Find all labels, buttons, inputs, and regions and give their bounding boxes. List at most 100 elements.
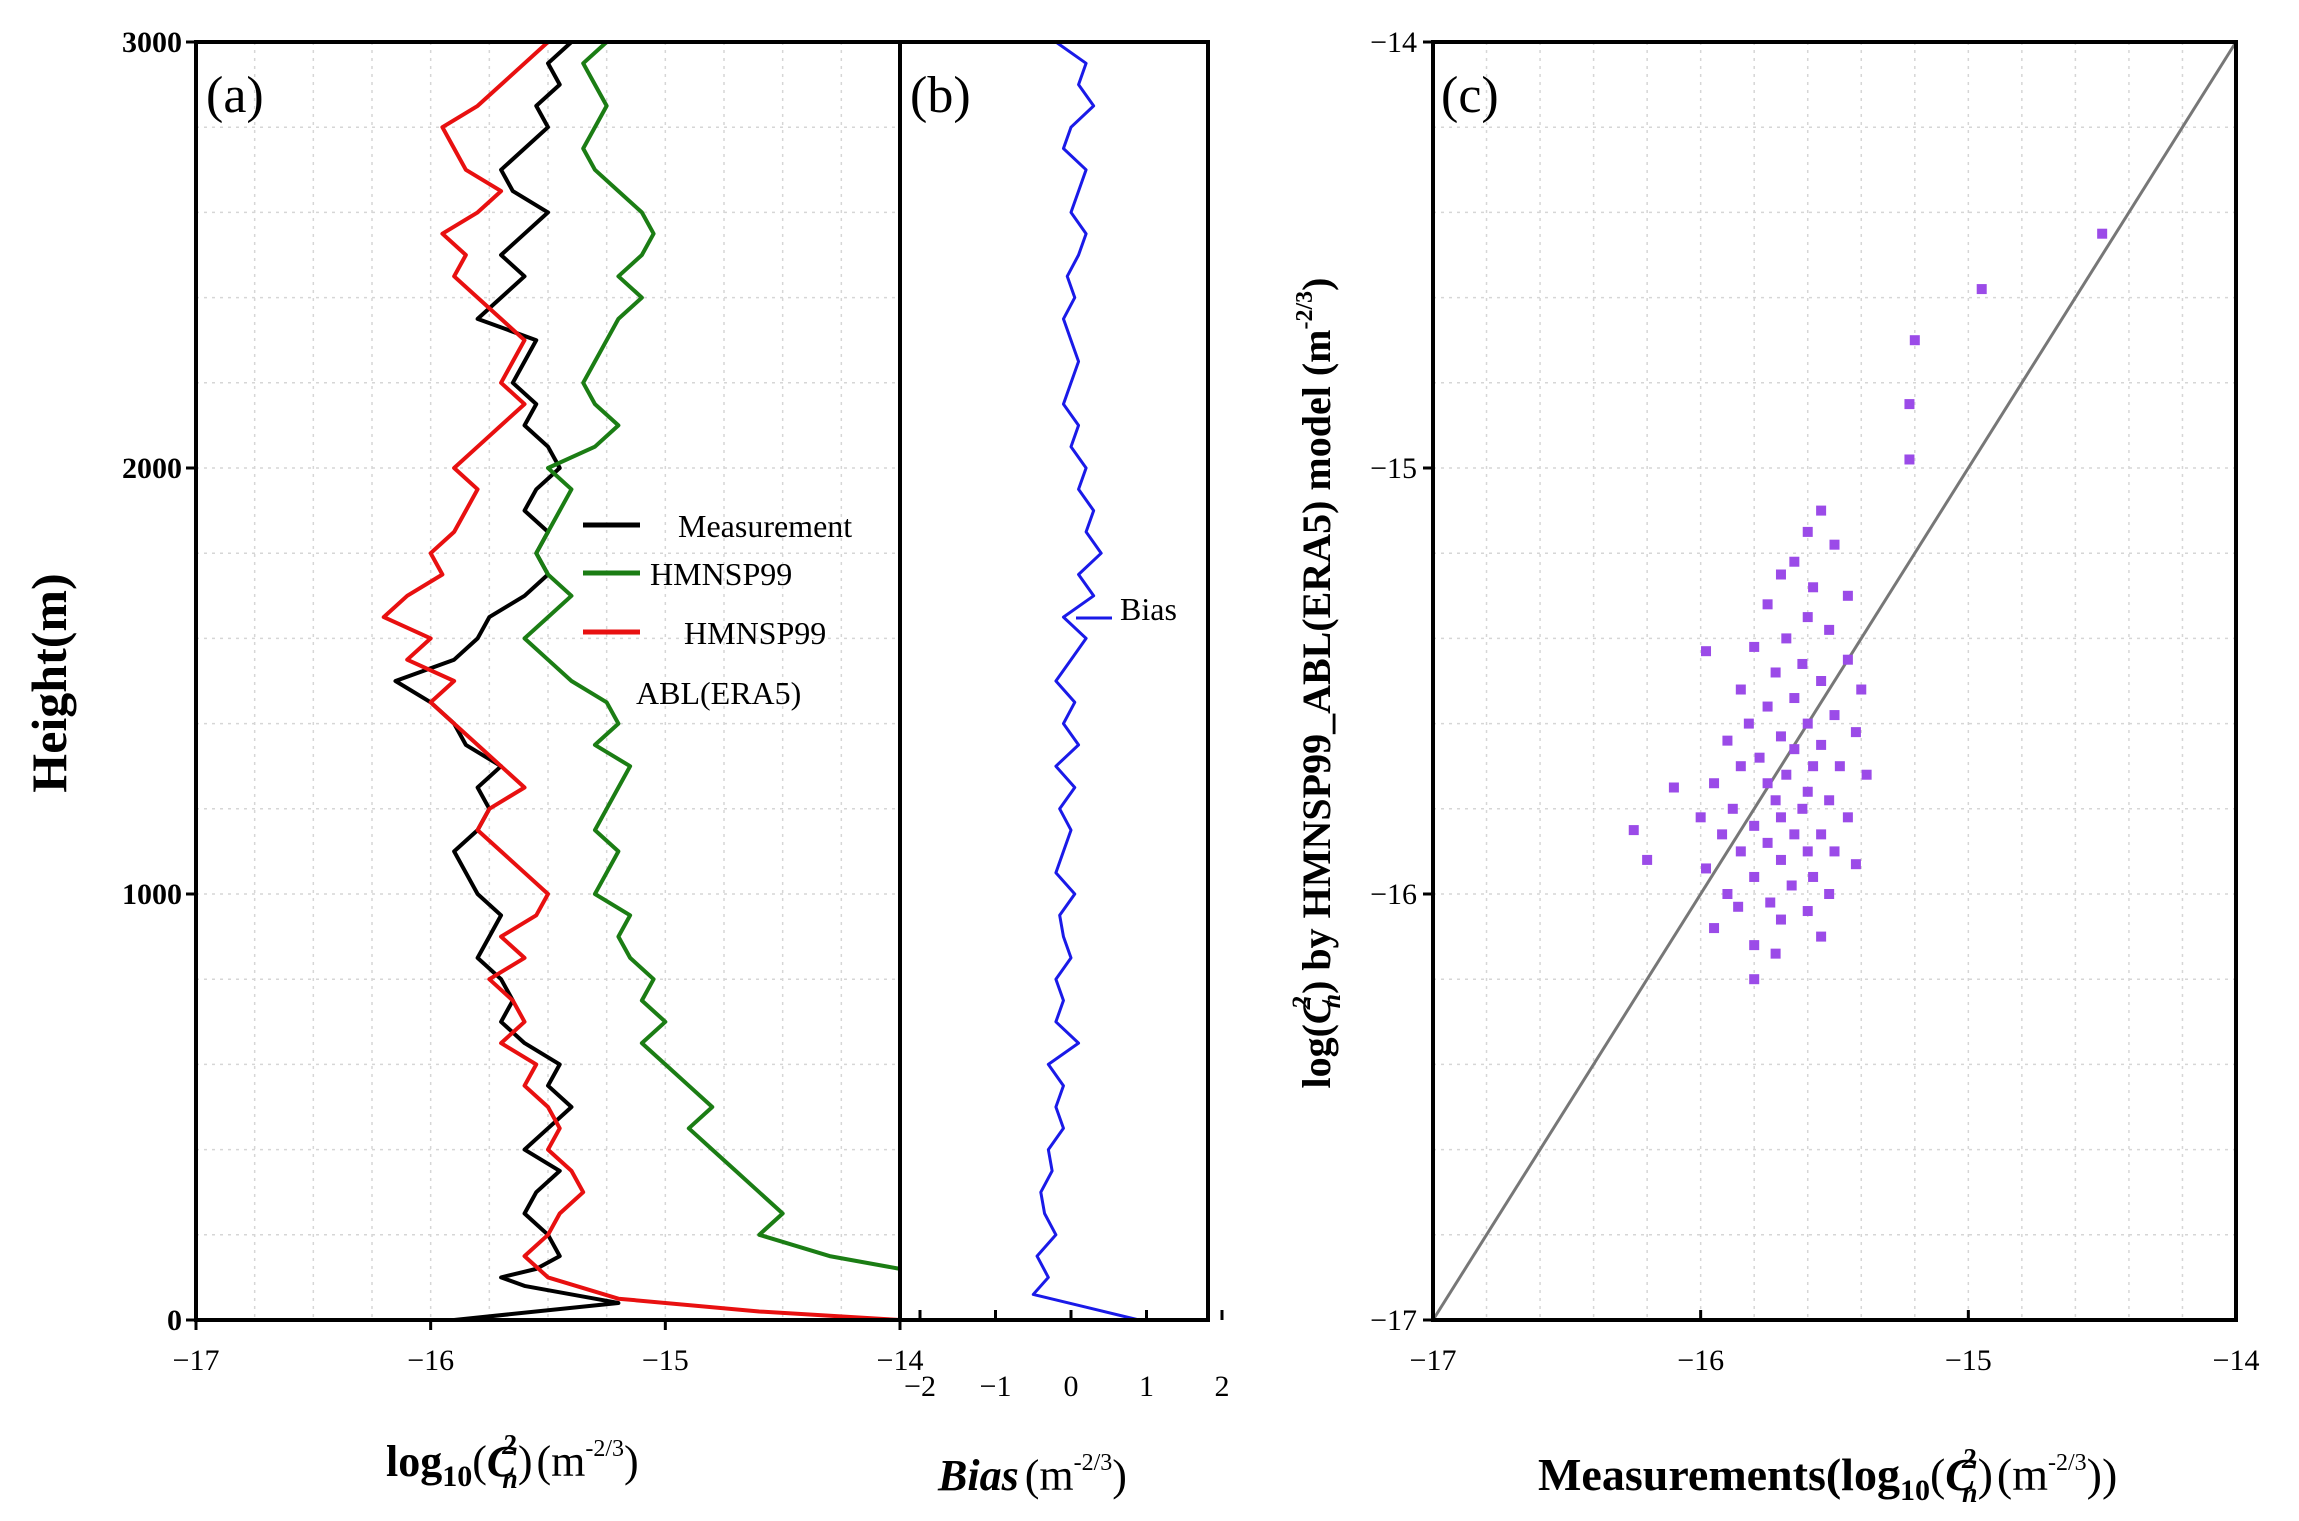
one-to-one-line — [1431, 41, 2238, 1321]
scatter-point — [1856, 684, 1867, 695]
c-y-tick-label: −17 — [1370, 1304, 1417, 1337]
y-tick-label: 3000 — [122, 26, 182, 59]
scatter-point — [1735, 846, 1746, 857]
scatter-point — [1816, 676, 1827, 686]
c-x-tick-label: −16 — [1677, 1344, 1724, 1377]
scatter-point — [1775, 731, 1786, 742]
panel-c-xlabel: Measurements(log10(C2 n)(m-2/3)) — [1538, 1444, 2117, 1509]
legend-label-abl-era5: ABL(ERA5) — [636, 675, 801, 711]
scatter-point — [1808, 761, 1819, 772]
panel-c: −17 −16 −15 −14 −17 −16 −15 −14 (c) Measuremen… — [1287, 26, 2259, 1509]
panel-b-tag: (b) — [910, 67, 971, 124]
b-x-tick-label: −2 — [904, 1370, 936, 1403]
panel-c-ylabel: log(C2n) by HMNSP99_ABL(ERA5) model (m-2… — [1287, 277, 1346, 1088]
scatter-point — [1789, 693, 1800, 704]
legend-label-bias: Bias — [1120, 591, 1177, 627]
scatter-point — [1765, 897, 1776, 908]
scatter-point — [1802, 906, 1813, 917]
x-tick-label: −14 — [877, 1344, 924, 1377]
scatter-point — [1701, 863, 1712, 874]
scatter-point — [1722, 735, 1733, 746]
scatter-point — [1775, 569, 1786, 580]
scatter-point — [1762, 778, 1773, 789]
legend-label-hmnsp99: HMNSP99 — [650, 556, 792, 592]
scatter-point — [1850, 727, 1861, 738]
scatter-point — [1701, 646, 1712, 657]
scatter-point — [1829, 846, 1840, 857]
scatter-point — [1834, 761, 1845, 772]
scatter-point — [1770, 667, 1781, 678]
scatter-point — [1733, 901, 1744, 912]
scatter-point — [1770, 795, 1781, 806]
scatter-point — [1722, 889, 1733, 899]
y-tick-label: 2000 — [122, 452, 182, 485]
scatter-point — [1762, 837, 1773, 848]
scatter-point — [1842, 590, 1853, 601]
scatter-point — [1749, 641, 1760, 652]
scatter-point — [1628, 825, 1639, 836]
y-tick-label: 1000 — [122, 878, 182, 911]
scatter-point — [1786, 880, 1797, 891]
scatter-point — [1802, 612, 1813, 623]
scatter-point — [1775, 914, 1786, 925]
panel-c-frame — [1431, 40, 2238, 1322]
scatter-point — [1824, 889, 1835, 899]
legend-label-measurement: Measurement — [678, 508, 852, 544]
scatter-point — [1642, 854, 1653, 865]
scatter-point — [1749, 940, 1760, 951]
c-y-tick-label: −14 — [1370, 26, 1417, 59]
scatter-point — [1808, 582, 1819, 593]
c-x-tick-label: −14 — [2213, 1344, 2260, 1377]
x-tick-label: −15 — [642, 1344, 689, 1377]
scatter-point — [1829, 539, 1840, 550]
scatter-point — [1816, 505, 1827, 516]
scatter-point — [1904, 454, 1915, 465]
scatter-point — [1709, 923, 1720, 934]
scatter-point — [1743, 718, 1754, 729]
scatter-point — [1775, 812, 1786, 823]
scatter-point — [1802, 718, 1813, 729]
scatter-point — [1749, 871, 1760, 882]
scatter-point — [1816, 739, 1827, 750]
y-tick-label: 0 — [167, 1304, 182, 1337]
scatter-point — [1802, 526, 1813, 537]
scatter-point — [1709, 778, 1720, 789]
c-y-tick-label: −16 — [1370, 878, 1417, 911]
series-line-1 — [522, 40, 901, 1271]
c-x-tick-label: −15 — [1945, 1344, 1992, 1377]
scatter-point — [1781, 769, 1792, 780]
x-tick-label: −17 — [173, 1344, 220, 1377]
c-y-tick-label: −15 — [1370, 452, 1417, 485]
scatter-point — [1824, 624, 1835, 635]
panel-b: −2 −1 0 1 2 (b) Bias Bias (m-2/3) — [898, 40, 1230, 1500]
scatter-point — [1789, 829, 1800, 840]
series-line-0 — [393, 40, 621, 1322]
scatter-point — [1808, 871, 1819, 882]
scatter-point — [1717, 829, 1728, 840]
scatter-point — [1802, 846, 1813, 857]
scatter-point — [1775, 854, 1786, 865]
scatter-point — [1797, 803, 1808, 814]
panel-a-xlabel: log10(C2 n)(m-2/3) — [386, 1430, 639, 1495]
scatter-point — [1802, 786, 1813, 797]
scatter-point — [1789, 556, 1800, 567]
panel-a: −17 −16 −15 −14 0 1000 2000 3000 (a) Measureme… — [21, 26, 923, 1495]
scatter-point — [1668, 782, 1679, 793]
scatter-point — [1797, 658, 1808, 669]
scatter-point — [1735, 761, 1746, 772]
panel-c-tag: (c) — [1441, 67, 1499, 124]
scatter-point — [1816, 829, 1827, 840]
bias-line-0 — [1031, 40, 1140, 1322]
scatter-point — [1781, 633, 1792, 644]
scatter-point — [1842, 654, 1853, 665]
panel-a-legend: Measurement HMNSP99 HMNSP99 ABL(ERA5) — [583, 508, 852, 711]
scatter-point — [1829, 710, 1840, 721]
scatter-point — [2097, 228, 2108, 239]
panel-b-frame — [898, 40, 1210, 1322]
scatter-point — [1842, 812, 1853, 823]
b-x-tick-label: −1 — [980, 1370, 1012, 1403]
scatter-point — [1754, 752, 1765, 763]
c-x-tick-label: −17 — [1410, 1344, 1457, 1377]
scatter-point — [1749, 974, 1760, 985]
panel-a-ylabel: Height(m) — [21, 573, 77, 792]
